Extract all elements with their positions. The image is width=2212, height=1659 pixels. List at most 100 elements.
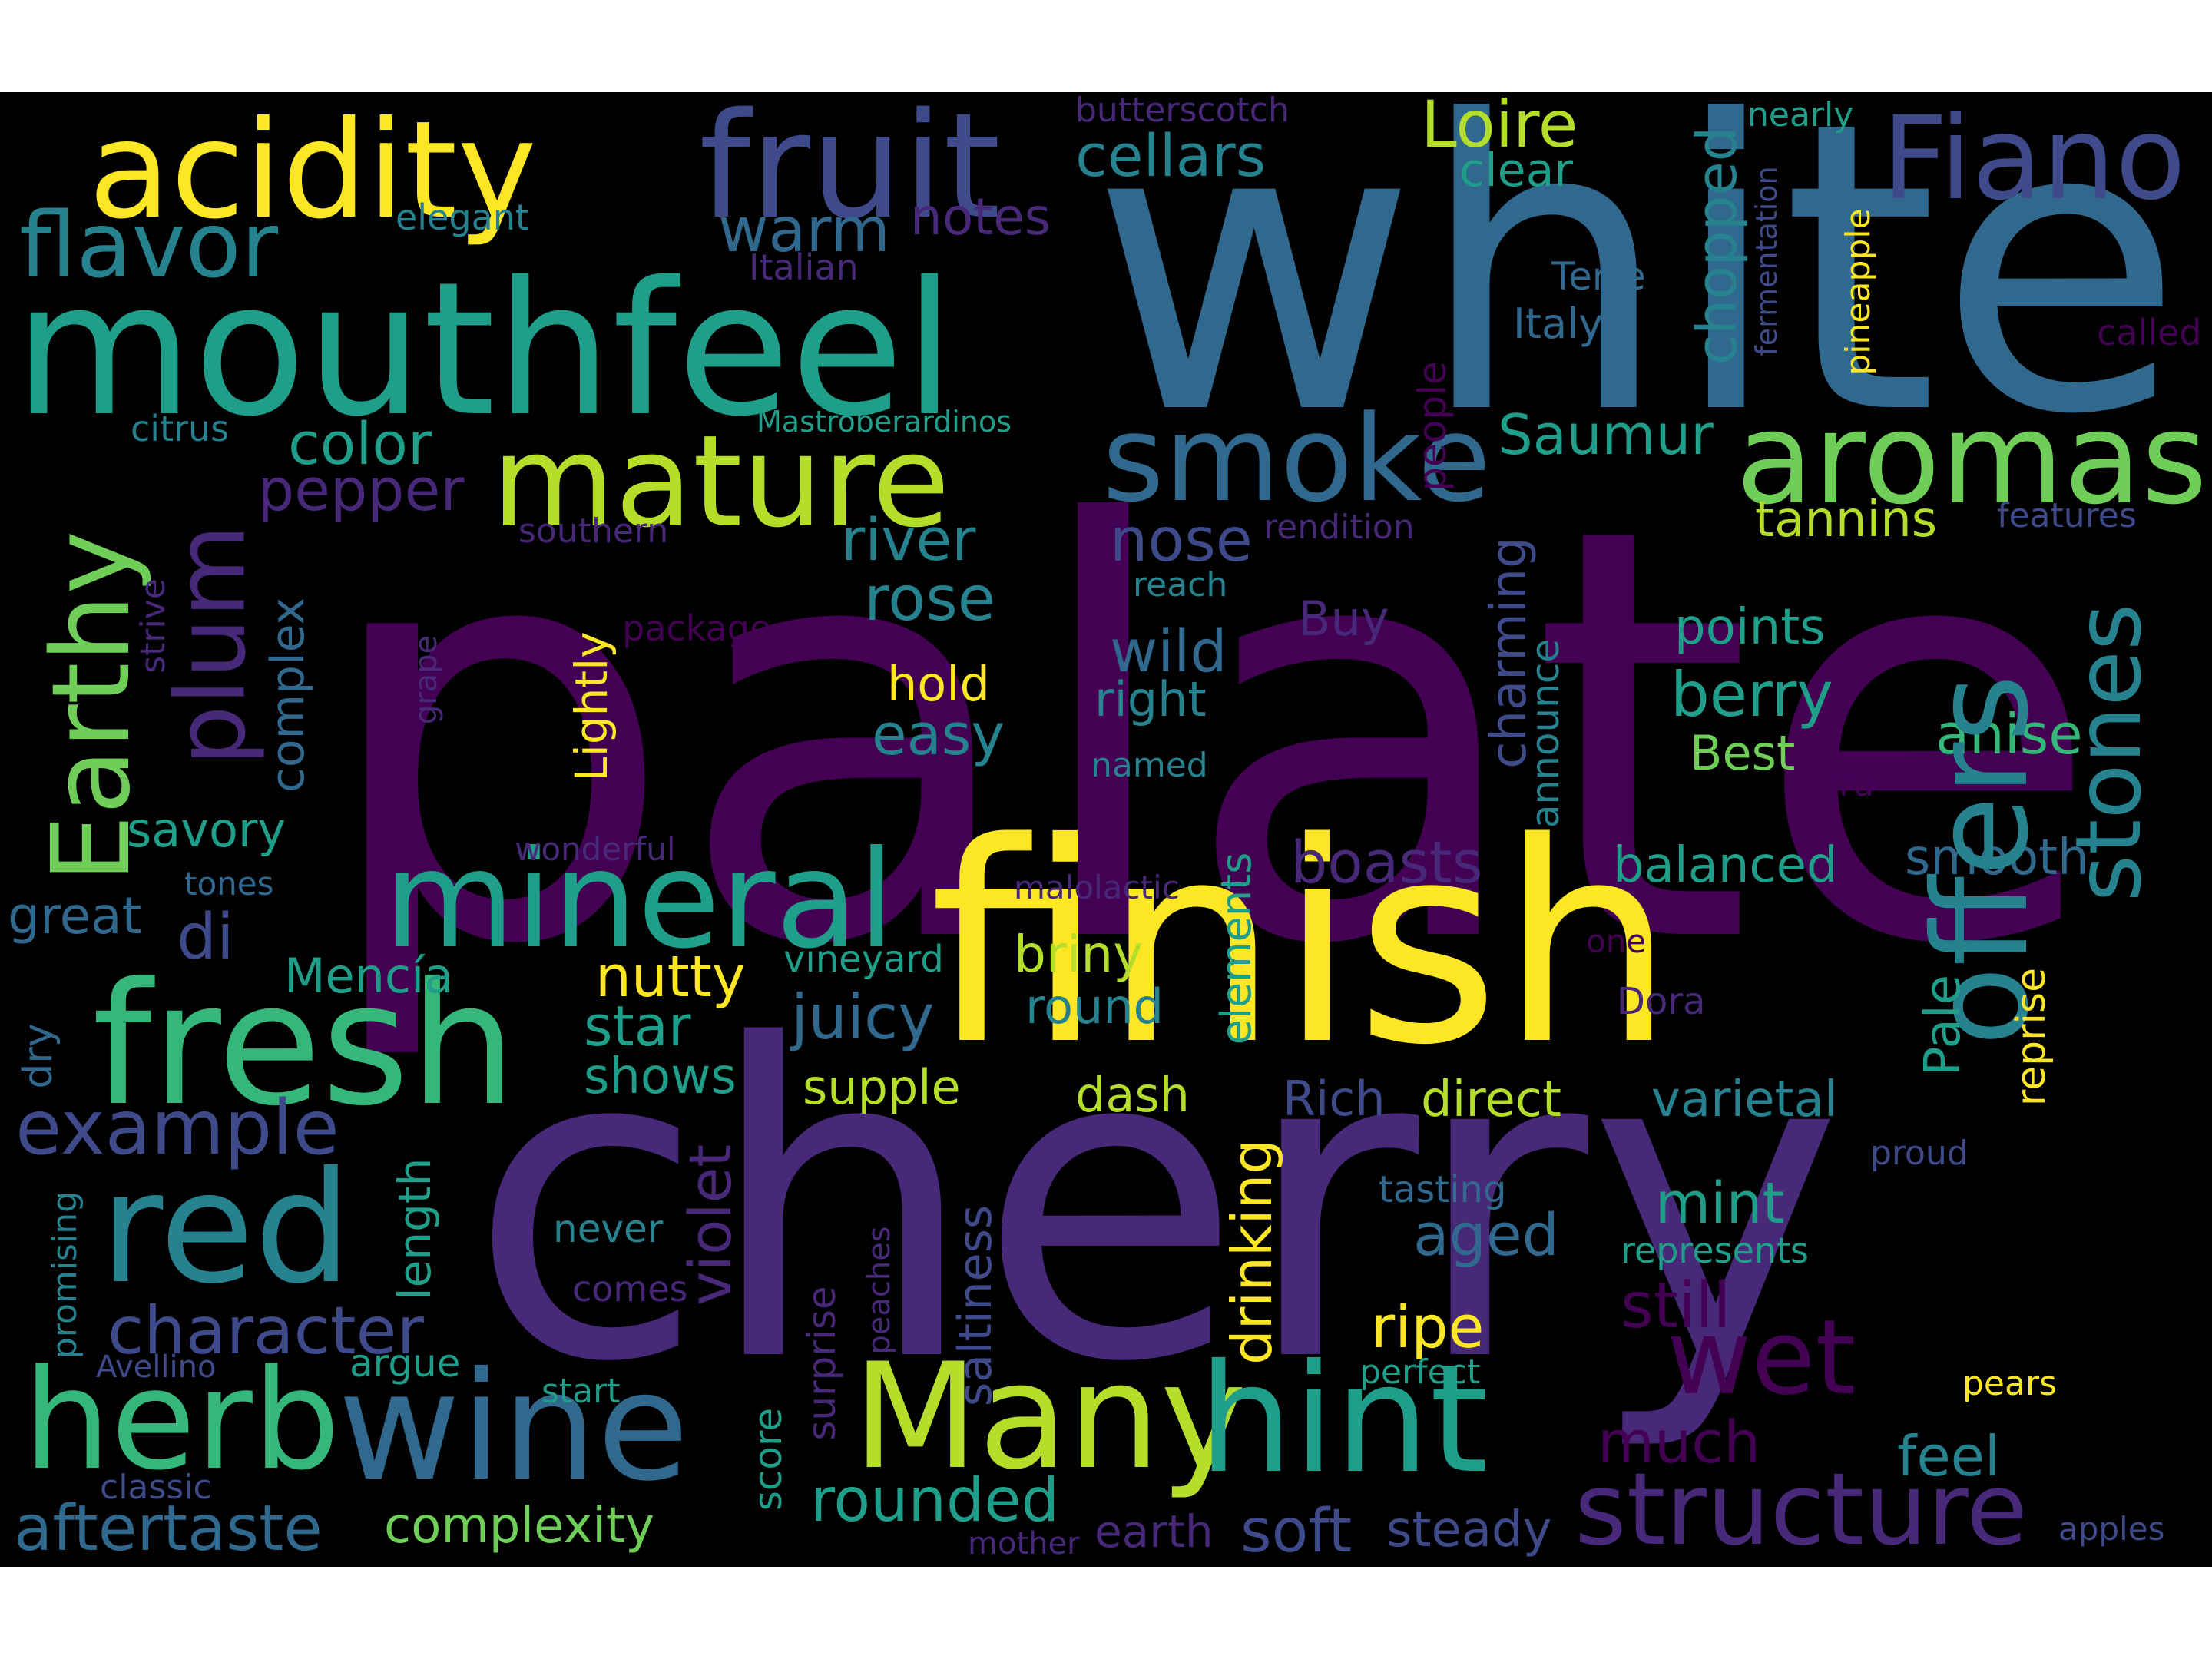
word-southern: southern [518,512,669,551]
word-avellino: Avellino [96,1349,217,1385]
word-supple: supple [803,1059,961,1115]
word-pears: pears [1962,1364,2057,1403]
word-promising: promising [45,1190,84,1359]
word-savory: savory [127,802,286,858]
word-italian: Italian [749,247,859,288]
word-hold: hold [887,656,990,712]
word-terre: Terre [1551,254,1646,299]
word-berry: berry [1671,659,1833,730]
word-much: much [1598,1408,1761,1476]
word-steady: steady [1386,1502,1552,1558]
word-ripe: ripe [1371,1293,1485,1361]
word-malolactic: malolactic [1014,869,1180,906]
word-people: people [1410,361,1455,492]
word-nutty: nutty [595,944,746,1010]
word-tannins: tannins [1755,492,1938,548]
word-stones: stones [2055,603,2161,902]
word-loire: Loire [1421,92,1578,162]
word-feel: feel [1897,1424,2000,1488]
word-rendition: rendition [1263,508,1415,547]
word-tones: tones [184,865,274,902]
word-plum: plum [155,524,267,767]
word-palate: palate [315,406,2103,1068]
word-smoke: smoke [1102,389,1492,528]
word-violet: violet [676,1144,744,1306]
word-cherry: cherry [469,955,1843,1456]
word-earth: earth [1094,1505,1214,1558]
word-called: called [2097,312,2202,353]
word-easy: easy [872,702,1005,768]
word-mother: mother [968,1526,1080,1561]
word-citrus: citrus [131,408,230,449]
word-surprise: surprise [800,1286,844,1441]
word-elegant: elegant [396,197,529,238]
word-butterscotch: butterscotch [1075,92,1290,130]
word-best: Best [1690,725,1796,781]
word-clear: clear [1459,144,1574,197]
word-italy: Italy [1513,300,1604,348]
word-drinking: drinking [1220,1139,1284,1365]
word-proud: proud [1870,1134,1969,1173]
word-pale: Pale [1915,974,1972,1077]
word-length: length [389,1157,441,1300]
word-structure: structure [1575,1451,2028,1567]
word-one: one [1586,922,1647,960]
word-mineral: mineral [384,823,896,979]
word-rose: rose [864,563,995,634]
word-mouthfeel: mouthfeel [14,242,955,457]
word-example: example [15,1084,339,1172]
word-round: round [1025,979,1164,1035]
word-aftertaste: aftertaste [14,1492,323,1565]
word-named: named [1091,746,1208,785]
word-announce: announce [1523,638,1568,829]
word-white: white [1091,92,2184,502]
word-great: great [8,886,142,945]
word-cellars: cellars [1075,121,1267,190]
word-fruit: fruit [699,92,1001,251]
word-di: di [177,901,234,974]
word-represents: represents [1621,1230,1810,1271]
word-varietal: varietal [1651,1071,1838,1128]
word-aromas: aromas [1736,385,2208,532]
word-balanced: balanced [1613,837,1838,894]
word-color: color [288,409,432,478]
word-right: right [1094,671,1207,727]
word-nearly: nearly [1747,95,1854,134]
word-briny: briny [1014,925,1144,984]
word-reach: reach [1133,565,1228,604]
word-flavor: flavor [19,192,279,298]
word-rounded: rounded [810,1466,1059,1535]
word-cloud: palate white cherry finish mouthfeel fru… [0,92,2212,1567]
word-dora: Dora [1617,980,1706,1023]
word-shows: shows [584,1048,737,1105]
word-features: features [1997,496,2137,535]
word-notes: notes [910,187,1051,247]
word-complexity: complexity [384,1498,654,1555]
word-rich: Rich [1283,1071,1386,1127]
word-pepper: pepper [257,455,465,524]
word-dash: dash [1075,1067,1190,1123]
word-wild: wild [1110,617,1227,685]
word-warm: warm [718,194,890,266]
word-wonderful: wonderful [515,830,676,868]
word-mint: mint [1655,1171,1785,1237]
word-score: score [746,1407,790,1512]
word-hint: hint [1198,1332,1488,1506]
word-aged: aged [1413,1200,1559,1269]
word-comes: comes [572,1268,688,1310]
word-earthy: Earthy [29,530,154,883]
word-package: package [622,608,772,649]
word-dry: dry [15,1023,61,1089]
word-many: Many [853,1332,1247,1502]
word-grape: grape [409,634,444,725]
word-buy: Buy [1298,591,1389,647]
word-direct: direct [1421,1071,1561,1128]
word-points: points [1674,599,1826,656]
word-fresh: fresh [92,946,517,1143]
word-smooth: smooth [1905,830,2089,886]
word-wet: wet [1667,1297,1856,1418]
word-wine: wine [338,1339,690,1514]
word-still: still [1621,1270,1731,1343]
word-mencia: Mencía [284,948,454,1004]
